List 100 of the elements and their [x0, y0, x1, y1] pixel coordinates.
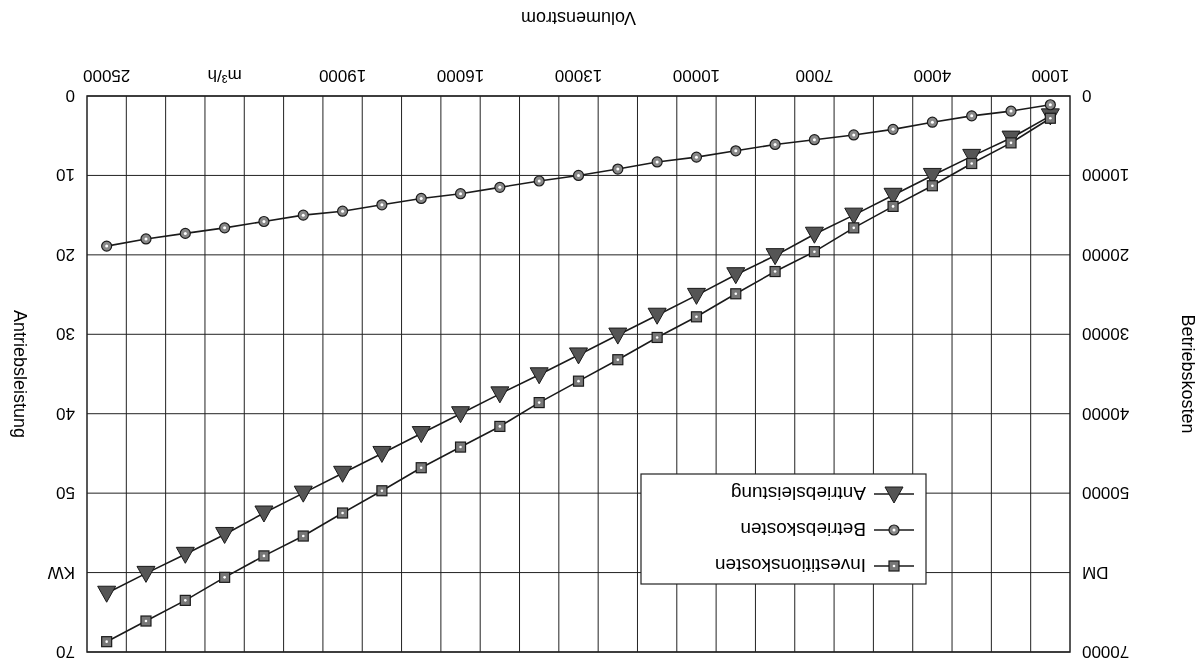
- point: [848, 129, 860, 141]
- point: [454, 188, 467, 200]
- point: [726, 267, 746, 285]
- point: [97, 585, 117, 603]
- point: [254, 505, 274, 523]
- x-tick-label: 4000: [913, 66, 952, 86]
- y2-tick-label: 0: [1082, 86, 1092, 106]
- point: [769, 265, 781, 278]
- point: [293, 485, 313, 503]
- legend-label: Antriebsleistung: [730, 483, 866, 505]
- point: [1044, 99, 1056, 111]
- point: [415, 462, 427, 474]
- point: [179, 227, 191, 240]
- point: [569, 347, 588, 365]
- point: [690, 151, 703, 163]
- point: [333, 465, 353, 483]
- point: [297, 530, 309, 542]
- x-tick-label: 1000: [1031, 66, 1070, 86]
- point: [376, 485, 388, 497]
- point: [179, 594, 191, 606]
- x-tick-label: 10000: [672, 66, 721, 86]
- point: [219, 571, 231, 583]
- point: [647, 307, 667, 325]
- point: [730, 145, 742, 157]
- point: [101, 636, 113, 648]
- point: [690, 311, 703, 323]
- point: [140, 233, 152, 245]
- point: [966, 157, 978, 170]
- y2-tick-label: 70000: [1082, 642, 1130, 662]
- point: [887, 200, 899, 213]
- point: [494, 181, 506, 193]
- point: [490, 386, 510, 404]
- point: [376, 199, 388, 211]
- point: [219, 222, 231, 234]
- point: [258, 550, 270, 562]
- point: [608, 327, 628, 345]
- y-tick-label: 20: [56, 244, 75, 264]
- x-tick-label: 7000: [795, 66, 834, 86]
- point: [175, 546, 195, 564]
- point: [612, 163, 624, 175]
- point: [887, 123, 899, 135]
- y2-tick-label: 40000: [1082, 403, 1130, 423]
- point: [926, 116, 938, 128]
- x-tick-label: m³/h: [207, 66, 242, 86]
- point: [101, 240, 113, 252]
- y-tick-label: 50: [56, 483, 75, 503]
- y2-tick-label: 50000: [1082, 483, 1130, 503]
- point: [844, 207, 864, 225]
- point: [572, 169, 585, 182]
- point: [415, 192, 427, 205]
- y-tick-label: 40: [56, 403, 75, 423]
- y-tick-label: 70: [56, 642, 75, 662]
- y2-axis-title: Betriebskosten: [1177, 314, 1198, 434]
- point: [651, 331, 663, 344]
- y-tick-label: 0: [65, 86, 75, 106]
- point: [765, 248, 785, 266]
- point: [494, 420, 506, 433]
- point: [297, 209, 309, 221]
- point: [336, 507, 349, 519]
- point: [686, 287, 706, 305]
- point: [529, 367, 549, 385]
- point: [451, 406, 471, 424]
- point: [926, 180, 938, 192]
- point: [372, 445, 392, 463]
- point: [533, 175, 545, 187]
- x-tick-label: 16000: [436, 66, 485, 86]
- point: [612, 354, 624, 366]
- point: [136, 565, 156, 583]
- point: [258, 215, 270, 228]
- point: [808, 246, 821, 258]
- point: [966, 110, 978, 122]
- point: [808, 134, 821, 146]
- point: [215, 526, 235, 544]
- legend-label: Investitionskosten: [714, 555, 866, 577]
- x-tick-label: 25000: [83, 66, 131, 86]
- point: [336, 205, 349, 217]
- point: [140, 615, 152, 627]
- point: [411, 426, 431, 444]
- point: [572, 375, 585, 387]
- y2-tick-label: DM: [1082, 562, 1109, 582]
- y-tick-label: 30: [56, 324, 75, 344]
- y-tick-label: KW: [47, 562, 75, 582]
- y2-tick-label: 10000: [1082, 165, 1130, 185]
- y-axis-title: Antriebsleistung: [9, 309, 30, 439]
- y2-tick-label: 30000: [1082, 324, 1130, 344]
- point: [804, 226, 824, 244]
- x-tick-label: 13000: [554, 66, 603, 86]
- point: [651, 156, 663, 168]
- y2-tick-label: 20000: [1082, 244, 1130, 264]
- x-axis-title: Volumenstrom: [520, 7, 637, 28]
- point: [454, 441, 467, 453]
- point: [1005, 137, 1017, 149]
- point: [533, 396, 545, 409]
- point: [848, 222, 860, 234]
- point: [769, 138, 781, 151]
- point: [730, 288, 742, 300]
- legend-label: Betriebskosten: [740, 519, 866, 541]
- x-tick-label: 19000: [318, 66, 367, 86]
- point: [1005, 105, 1017, 117]
- y-tick-label: 10: [56, 165, 75, 185]
